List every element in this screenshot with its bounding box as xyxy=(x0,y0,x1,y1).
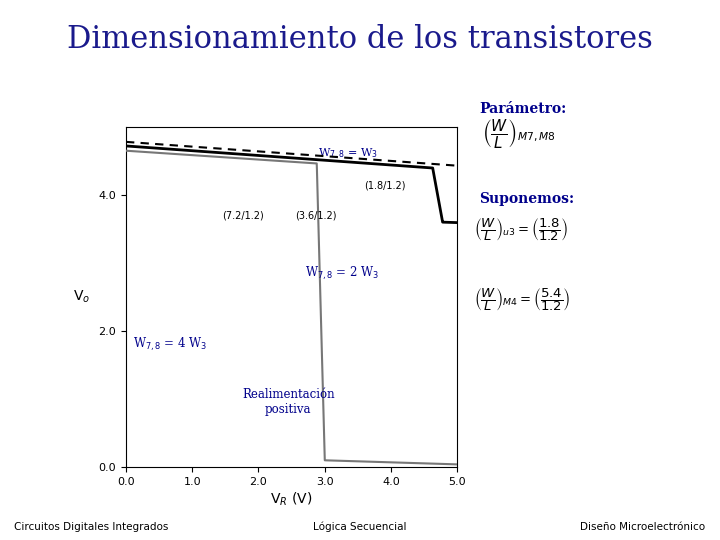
Text: $\left(\dfrac{W}{L}\right)_{u3} = \left(\dfrac{1.8}{1.2}\right)$: $\left(\dfrac{W}{L}\right)_{u3} = \left(… xyxy=(474,216,568,243)
Text: Circuitos Digitales Integrados: Circuitos Digitales Integrados xyxy=(14,522,168,532)
Text: Realimentación
positiva: Realimentación positiva xyxy=(242,388,335,416)
Text: (7.2/1.2): (7.2/1.2) xyxy=(222,211,264,221)
Y-axis label: V$_o$: V$_o$ xyxy=(73,289,91,305)
Text: W$_{7,8}$ = 2 W$_3$: W$_{7,8}$ = 2 W$_3$ xyxy=(305,264,379,282)
Text: Suponemos:: Suponemos: xyxy=(479,192,574,206)
Text: (1.8/1.2): (1.8/1.2) xyxy=(364,180,406,190)
Text: W$_{7,8}$ = W$_3$: W$_{7,8}$ = W$_3$ xyxy=(318,147,378,163)
Text: Diseño Microelectrónico: Diseño Microelectrónico xyxy=(580,522,706,532)
X-axis label: V$_R$ (V): V$_R$ (V) xyxy=(271,491,312,508)
Text: Dimensionamiento de los transistores: Dimensionamiento de los transistores xyxy=(67,24,653,55)
Text: Lógica Secuencial: Lógica Secuencial xyxy=(313,522,407,532)
Text: W$_{7,8}$ = 4 W$_3$: W$_{7,8}$ = 4 W$_3$ xyxy=(132,336,207,353)
Text: $\left(\dfrac{W}{L}\right)_{M7,M8}$: $\left(\dfrac{W}{L}\right)_{M7,M8}$ xyxy=(482,117,557,150)
Text: Parámetro:: Parámetro: xyxy=(479,103,566,117)
Text: $\left(\dfrac{W}{L}\right)_{M4} = \left(\dfrac{5.4}{1.2}\right)$: $\left(\dfrac{W}{L}\right)_{M4} = \left(… xyxy=(474,286,570,313)
Text: (3.6/1.2): (3.6/1.2) xyxy=(295,211,336,221)
